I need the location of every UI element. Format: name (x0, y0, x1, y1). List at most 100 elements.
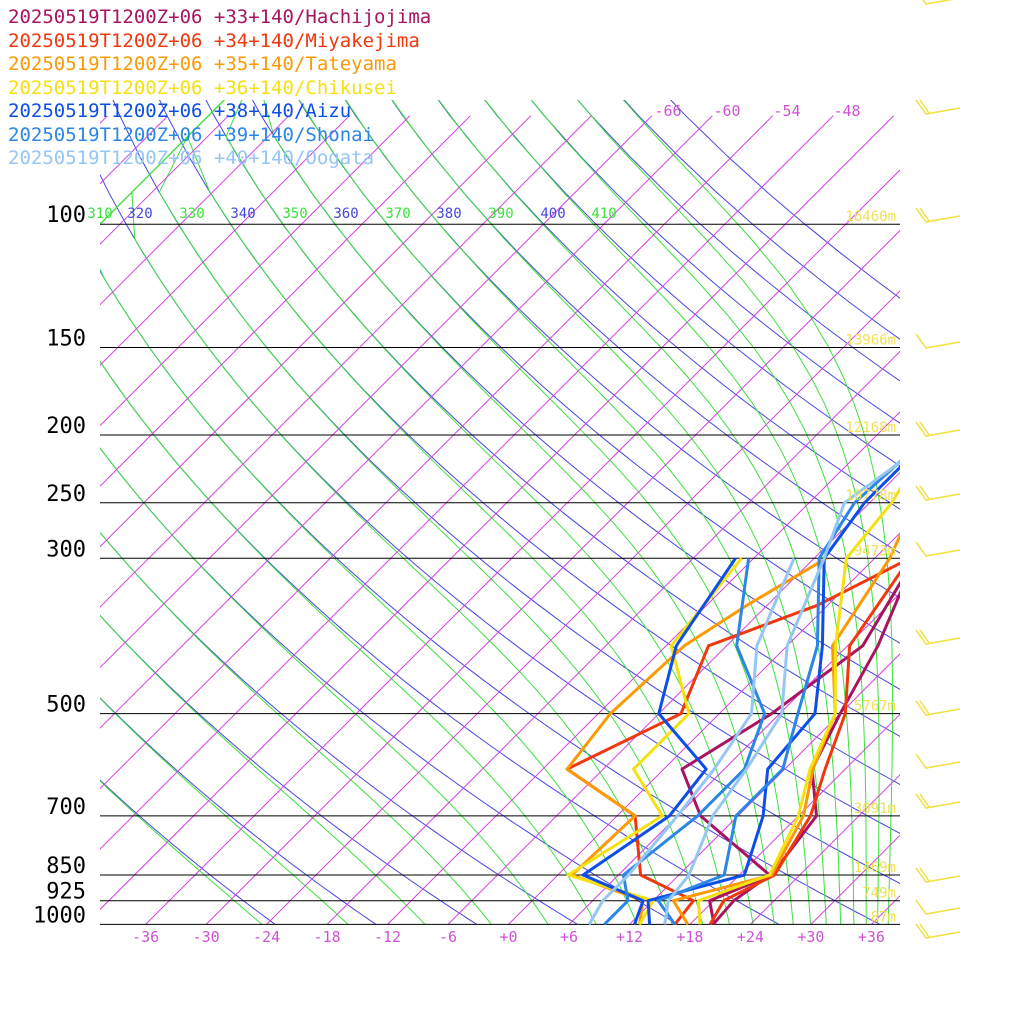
isotherm-line (447, 471, 900, 924)
temperature-tick-label: +24 (737, 928, 764, 946)
theta-label: 360 (333, 206, 358, 222)
upper-temperature-label: -54 (773, 102, 800, 120)
isotherm-line (387, 411, 900, 924)
pressure-label: 200 (46, 414, 86, 439)
moist-adiabat-line (391, 100, 827, 924)
height-label: 12168m (845, 420, 896, 436)
isotherm-line (100, 115, 774, 790)
height-label: 13966m (845, 333, 896, 349)
height-label: 16460m (845, 209, 896, 225)
legend: 20250519T1200Z+06 +33+140/Hachijojima 20… (8, 6, 431, 171)
moist-adiabat-line (263, 100, 775, 924)
pressure-label: 925 (46, 880, 86, 905)
legend-entry-miyakejima: 20250519T1200Z+06 +34+140/Miyakejima (8, 29, 420, 52)
temperature-tick-label: -18 (314, 928, 341, 946)
temperature-profile-1 (708, 570, 900, 925)
isobar-lines (100, 223, 900, 925)
wind-barb-feather (919, 99, 930, 114)
height-label: 10778m (845, 488, 896, 504)
moist-adiabat-line (131, 100, 673, 924)
legend-entry-shonai: 20250519T1200Z+06 +39+140/Shonai (8, 123, 375, 146)
dry-adiabat-line (205, 100, 900, 738)
height-label: 749m (862, 886, 896, 902)
isotherm-line (932, 116, 1024, 925)
pressure-label: 500 (46, 693, 86, 718)
height-label: 3091m (854, 801, 896, 817)
isotherm-line (689, 713, 900, 924)
theta-label: 320 (127, 206, 152, 222)
theta-label: 340 (230, 206, 255, 222)
dewpoint-profile-5 (603, 558, 767, 925)
isotherm-line (100, 115, 834, 850)
height-label: 1469m (854, 860, 896, 876)
temperature-tick-label: +0 (499, 928, 517, 946)
isotherm-line (326, 350, 900, 924)
theta-label: 350 (282, 206, 307, 222)
wind-barb-feather (919, 629, 930, 644)
upper-temperature-label: -60 (713, 102, 740, 120)
dewpoint-profile-6 (587, 557, 796, 925)
theta-label: 370 (385, 206, 410, 222)
moist-adiabat-line (530, 100, 867, 924)
temperature-tick-label: +18 (676, 928, 703, 946)
moist-adiabat-line (576, 100, 880, 924)
isotherm-line (508, 532, 900, 924)
temperature-tick-label: +36 (858, 928, 885, 946)
isotherm-line (100, 115, 411, 427)
dry-adiabat-line (100, 360, 780, 924)
isotherm-line (100, 115, 471, 487)
dry-adiabat-line (251, 100, 900, 690)
wind-barb (915, 207, 961, 223)
sounding-profiles (565, 459, 900, 925)
moist-adiabat-line (100, 100, 549, 924)
legend-entry-oogata: 20250519T1200Z+06 +40+140/Oogata (8, 147, 375, 169)
pressure-label: 250 (46, 482, 86, 507)
dry-adiabat-line (100, 531, 578, 924)
moist-adiabat-line (100, 100, 492, 924)
theta-label: 410 (591, 206, 616, 222)
isotherm-line (568, 592, 900, 924)
wind-barb (915, 541, 961, 557)
pressure-label: 300 (46, 537, 86, 562)
height-label: 9473m (854, 543, 896, 559)
legend-entry-hachijojima: 20250519T1200Z+06 +33+140/Hachijojima (8, 6, 432, 28)
dry-adiabat-line (100, 779, 276, 924)
moist-adiabat-line (484, 100, 855, 924)
wind-barb (915, 923, 961, 939)
pressure-label: 850 (46, 854, 86, 879)
temperature-tick-label: +30 (797, 928, 824, 946)
moist-adiabat-line (622, 100, 894, 924)
wind-barb (915, 867, 961, 883)
isotherm-line (100, 115, 350, 366)
dewpoint-profile-4 (581, 557, 737, 925)
wind-barb-feather (919, 700, 930, 715)
dry-adiabat-line (344, 100, 900, 599)
dry-adiabat-line (298, 100, 900, 644)
temperature-tick-label: +12 (616, 928, 643, 946)
theta-label: 310 (87, 206, 112, 222)
wind-barb (915, 485, 961, 501)
theta-label: 330 (179, 206, 204, 222)
temperature-profile-6 (663, 460, 900, 925)
isotherm-line (100, 115, 229, 245)
pressure-label: 100 (46, 203, 86, 228)
wind-barb (922, 0, 953, 5)
temperature-tick-label: -12 (374, 928, 401, 946)
temperature-tick-label: -24 (253, 928, 280, 946)
wind-barb (915, 793, 961, 809)
legend-entry-chikusei: 20250519T1200Z+06 +36+140/Chikusei (8, 76, 397, 99)
temperature-tick-label: -36 (132, 928, 159, 946)
moist-adiabat-line (100, 100, 638, 924)
wind-barb (915, 421, 961, 437)
legend-entry-tateyama: 20250519T1200Z+06 +35+140/Tateyama (8, 53, 397, 75)
wind-barb (915, 899, 961, 915)
upper-temperature-label: -48 (833, 102, 860, 120)
legend-entry-aizu: 20250519T1200Z+06 +38+140/Aizu (8, 100, 352, 122)
wind-barb-feather (919, 867, 930, 882)
isotherm-line (100, 115, 592, 608)
wind-barb (915, 629, 961, 645)
moist-adiabat-line (298, 100, 794, 924)
wind-barb (915, 333, 961, 349)
